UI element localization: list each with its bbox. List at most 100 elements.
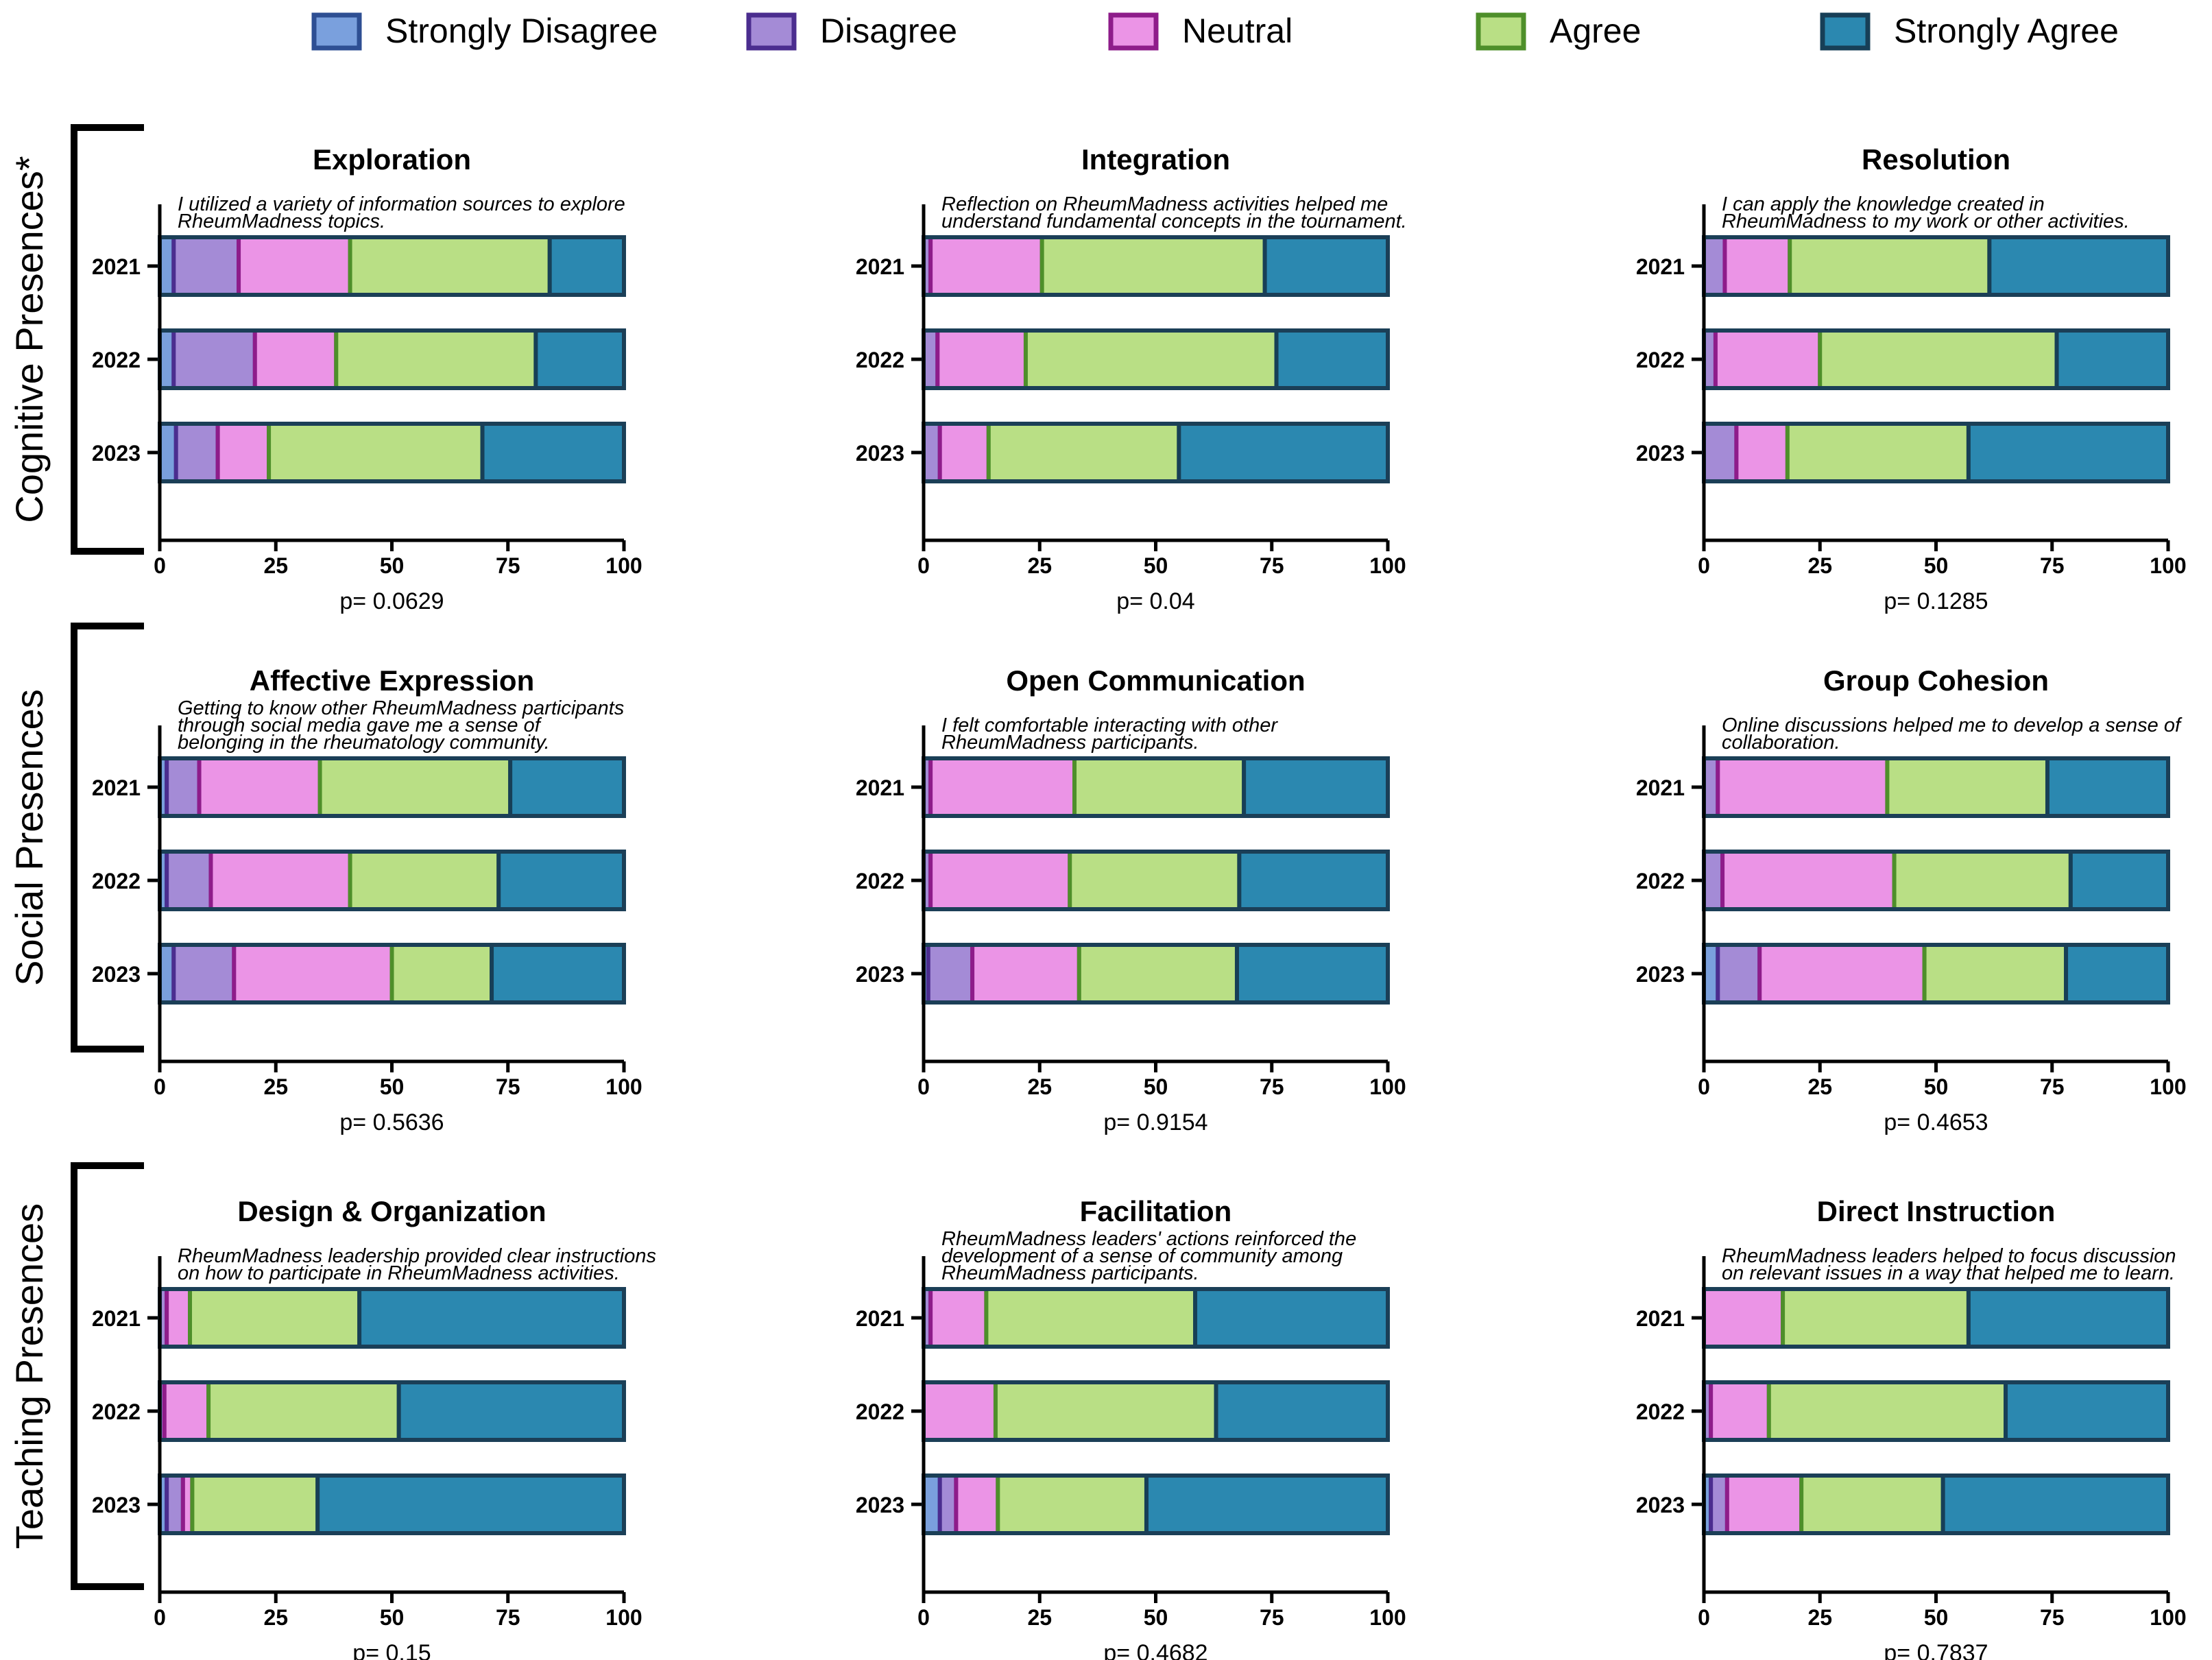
bar-segment-strongly-agree: [547, 235, 626, 297]
bar-segment-disagree: [171, 943, 237, 1005]
panel-integration: Integration Reflection on RheumMadness ac…: [856, 143, 1407, 614]
legend-swatch-strongly-disagree: [311, 12, 362, 51]
bar-segment-strongly-agree: [508, 756, 627, 818]
presence-group-labels: Cognitive Presences* Social Presences Teac…: [8, 124, 144, 1590]
legend-label-strongly-agree: Strongly Agree: [1894, 12, 2119, 50]
panel-question-line: on relevant issues in a way that helped …: [1722, 1262, 2175, 1284]
group-social-presences: Social Presences: [8, 623, 144, 1052]
panel-resolution: Resolution I can apply the knowledge crea…: [1636, 143, 2187, 614]
x-tick-label: 0: [154, 1074, 166, 1099]
x-tick-label: 50: [1924, 553, 1949, 578]
y-tick-label: 2023: [856, 441, 904, 466]
panel-question-line: I can apply the knowledge created in: [1722, 193, 2045, 215]
bar-segment-disagree: [1716, 943, 1762, 1005]
bar-row-2022: 2022: [92, 1380, 627, 1442]
y-tick-label: 2023: [1636, 1493, 1685, 1517]
x-tick-label: 0: [154, 1605, 166, 1630]
panel-exploration: Exploration I utilized a variety of infor…: [92, 143, 642, 614]
p-value: p= 0.4653: [1884, 1109, 1988, 1135]
y-tick-label: 2022: [1636, 348, 1685, 372]
x-tick-label: 0: [1698, 1074, 1710, 1099]
bar-segment-agree: [206, 1380, 401, 1442]
y-tick-label: 2022: [856, 1399, 904, 1424]
x-tick-label: 75: [1260, 553, 1284, 578]
panel-question-line: Online discussions helped me to develop …: [1722, 714, 2183, 736]
x-tick-label: 50: [1144, 553, 1168, 578]
y-tick-label: 2023: [856, 1493, 904, 1517]
bar-segment-neutral: [1709, 1380, 1771, 1442]
bar-segment-disagree: [171, 328, 257, 390]
bar-segment-agree: [348, 850, 501, 911]
bar-segment-disagree: [171, 235, 241, 297]
bar-segment-strongly-agree: [1144, 1473, 1390, 1535]
panel-title: Integration: [1081, 143, 1230, 176]
bar-segment-agree: [996, 1473, 1149, 1535]
bar-segment-strongly-agree: [533, 328, 626, 390]
bar-segment-agree: [1818, 328, 2059, 390]
x-tick-label: 100: [1369, 1605, 1406, 1630]
bar-segment-neutral: [922, 1380, 998, 1442]
x-tick-label: 75: [2040, 553, 2065, 578]
legend-item-strongly-agree: Strongly Agree: [1820, 12, 2119, 51]
y-tick-label: 2021: [856, 254, 904, 279]
bar-segment-neutral: [1713, 328, 1823, 390]
bar-segment-disagree: [922, 422, 942, 483]
panel-title: Exploration: [313, 143, 471, 176]
panel-title: Resolution: [1862, 143, 2010, 176]
x-tick-label: 100: [2150, 1605, 2186, 1630]
bar-segment-neutral: [197, 756, 322, 818]
bar-segment-strongly-agree: [1274, 328, 1391, 390]
x-tick-label: 75: [2040, 1605, 2065, 1630]
panel-title: Open Communication: [1006, 664, 1305, 697]
bar-segment-neutral: [935, 328, 1028, 390]
x-tick-label: 25: [1027, 1605, 1052, 1630]
bar-row-2023: 2023: [92, 943, 626, 1005]
bar-segment-neutral: [1724, 1473, 1804, 1535]
panel-question-line: I utilized a variety of information sour…: [178, 193, 625, 215]
x-tick-label: 25: [263, 553, 288, 578]
panel-question-line: understand fundamental concepts in the t…: [941, 210, 1407, 232]
bar-segment-strongly-agree: [357, 1287, 626, 1349]
bar-row-2022: 2022: [92, 328, 626, 390]
group-cognitive-presences: Cognitive Presences*: [8, 124, 144, 555]
bar-row-2023: 2023: [856, 422, 1390, 483]
p-value: p= 0.4682: [1103, 1640, 1207, 1660]
bar-segment-agree: [1892, 850, 2073, 911]
p-value: p= 0.15: [352, 1640, 431, 1660]
bar-segment-neutral: [232, 943, 394, 1005]
x-tick-label: 100: [2150, 553, 2186, 578]
y-tick-label: 2023: [1636, 962, 1685, 987]
x-tick-label: 25: [263, 1074, 288, 1099]
bar-segment-agree: [1785, 422, 1971, 483]
bar-segment-strongly-disagree: [1702, 943, 1720, 1005]
bar-segment-strongly-agree: [2064, 943, 2171, 1005]
bar-segment-disagree: [1709, 1473, 1729, 1535]
bar-row-2023: 2023: [856, 1473, 1390, 1535]
y-tick-label: 2021: [856, 775, 904, 800]
panel-question-line: Getting to know other RheumMadness parti…: [178, 697, 624, 719]
bar-segment-agree: [1023, 328, 1279, 390]
panel-question-line: on how to participate in RheumMadness ac…: [178, 1262, 620, 1284]
bar-segment-strongly-agree: [1940, 1473, 2171, 1535]
bar-segment-disagree: [922, 328, 940, 390]
x-tick-label: 75: [496, 1074, 520, 1099]
bar-row-2022: 2022: [856, 328, 1391, 390]
legend-item-neutral: Neutral: [1108, 12, 1293, 51]
bar-segment-neutral: [928, 235, 1044, 297]
x-tick-label: 75: [1260, 1074, 1284, 1099]
bar-segment-neutral: [208, 850, 352, 911]
bar-segment-strongly-agree: [1987, 235, 2170, 297]
bar-segment-strongly-agree: [2054, 328, 2171, 390]
y-tick-label: 2023: [92, 962, 141, 987]
bar-segment-neutral: [252, 328, 339, 390]
bar-segment-agree: [1072, 756, 1247, 818]
panel-question-line: Reflection on RheumMadness activities he…: [941, 193, 1388, 215]
bar-row-2022: 2022: [856, 1380, 1391, 1442]
bar-row-2023: 2023: [1636, 943, 2171, 1005]
legend-swatch-disagree: [746, 12, 797, 51]
bar-segment-strongly-disagree: [158, 422, 178, 483]
y-tick-label: 2021: [1636, 775, 1685, 800]
legend-item-strongly-disagree: Strongly Disagree: [311, 12, 658, 51]
